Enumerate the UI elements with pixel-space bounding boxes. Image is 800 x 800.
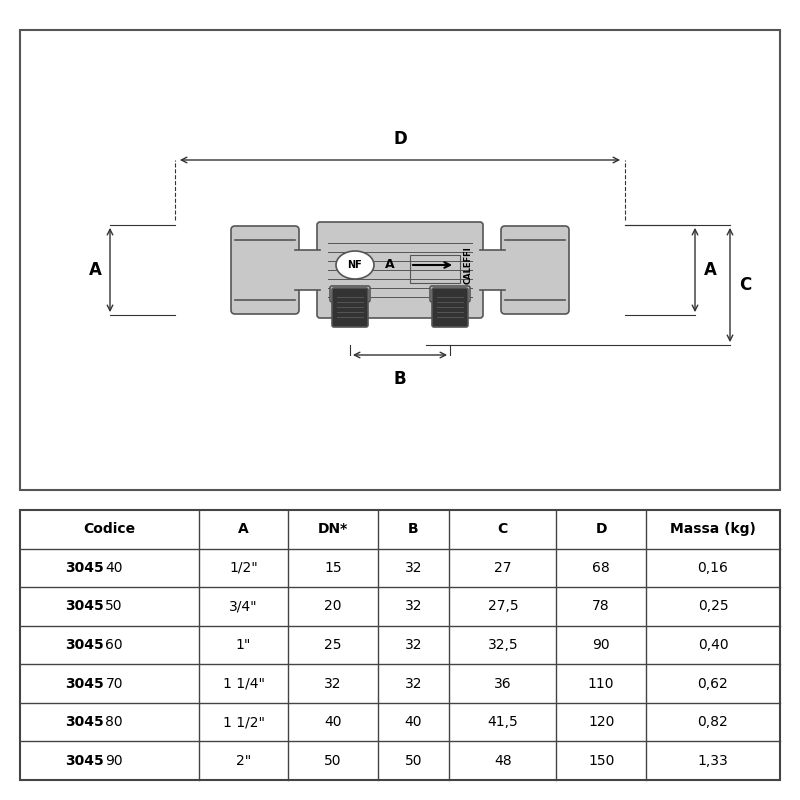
Text: 80: 80	[106, 715, 123, 729]
FancyBboxPatch shape	[430, 286, 470, 302]
Text: C: C	[498, 522, 508, 536]
Text: 3/4": 3/4"	[230, 599, 258, 614]
Text: B: B	[408, 522, 418, 536]
Text: 15: 15	[324, 561, 342, 575]
Text: 3045: 3045	[65, 677, 103, 690]
Text: A: A	[385, 258, 395, 271]
Text: 32: 32	[405, 599, 422, 614]
Text: 27,5: 27,5	[487, 599, 518, 614]
Text: 68: 68	[592, 561, 610, 575]
Text: 90: 90	[106, 754, 123, 768]
Text: 50: 50	[405, 754, 422, 768]
FancyBboxPatch shape	[501, 226, 569, 314]
Text: 32: 32	[405, 638, 422, 652]
Text: 0,82: 0,82	[698, 715, 728, 729]
Ellipse shape	[336, 251, 374, 279]
Text: 25: 25	[324, 638, 342, 652]
Text: 1": 1"	[236, 638, 251, 652]
Text: 40: 40	[324, 715, 342, 729]
Text: 3045: 3045	[65, 754, 103, 768]
Text: 32: 32	[405, 561, 422, 575]
Text: CALEFFI: CALEFFI	[463, 246, 473, 284]
Text: 1 1/4": 1 1/4"	[222, 677, 265, 690]
Text: 60: 60	[106, 638, 123, 652]
Text: 70: 70	[106, 677, 123, 690]
Text: 0,16: 0,16	[698, 561, 728, 575]
Text: 50: 50	[324, 754, 342, 768]
FancyBboxPatch shape	[330, 286, 370, 302]
Text: 1 1/2": 1 1/2"	[222, 715, 265, 729]
Text: D: D	[393, 130, 407, 148]
Text: 32: 32	[324, 677, 342, 690]
Text: 32,5: 32,5	[487, 638, 518, 652]
Text: 0,40: 0,40	[698, 638, 728, 652]
Text: 78: 78	[592, 599, 610, 614]
Text: 27: 27	[494, 561, 511, 575]
Text: 41,5: 41,5	[487, 715, 518, 729]
Bar	[480, 250, 505, 290]
Text: 0,62: 0,62	[698, 677, 728, 690]
FancyBboxPatch shape	[332, 288, 368, 327]
Text: 48: 48	[494, 754, 512, 768]
Text: 90: 90	[592, 638, 610, 652]
Text: 40: 40	[106, 561, 123, 575]
Text: 1,33: 1,33	[698, 754, 728, 768]
Text: 36: 36	[494, 677, 512, 690]
Text: C: C	[739, 276, 751, 294]
FancyBboxPatch shape	[432, 288, 468, 327]
Bar	[20, 30, 780, 490]
Text: B: B	[394, 370, 406, 388]
Text: 110: 110	[588, 677, 614, 690]
Text: A: A	[703, 261, 717, 279]
Text: 1/2": 1/2"	[229, 561, 258, 575]
Text: 0,25: 0,25	[698, 599, 728, 614]
Text: D: D	[595, 522, 607, 536]
FancyBboxPatch shape	[317, 222, 483, 318]
Text: NF: NF	[348, 260, 362, 270]
Bar	[20, 510, 780, 780]
Text: 50: 50	[106, 599, 123, 614]
Text: 3045: 3045	[65, 638, 103, 652]
Text: A: A	[89, 261, 102, 279]
Text: 120: 120	[588, 715, 614, 729]
Text: 40: 40	[405, 715, 422, 729]
Bar	[295, 250, 320, 290]
Text: 2": 2"	[236, 754, 251, 768]
FancyBboxPatch shape	[231, 226, 299, 314]
Text: A: A	[238, 522, 249, 536]
Text: DN*: DN*	[318, 522, 348, 536]
Text: 3045: 3045	[65, 715, 103, 729]
Text: 150: 150	[588, 754, 614, 768]
Text: 32: 32	[405, 677, 422, 690]
Text: Codice: Codice	[83, 522, 135, 536]
Text: 3045: 3045	[65, 561, 103, 575]
Text: 3045: 3045	[65, 599, 103, 614]
Text: Massa (kg): Massa (kg)	[670, 522, 756, 536]
Text: 20: 20	[324, 599, 342, 614]
